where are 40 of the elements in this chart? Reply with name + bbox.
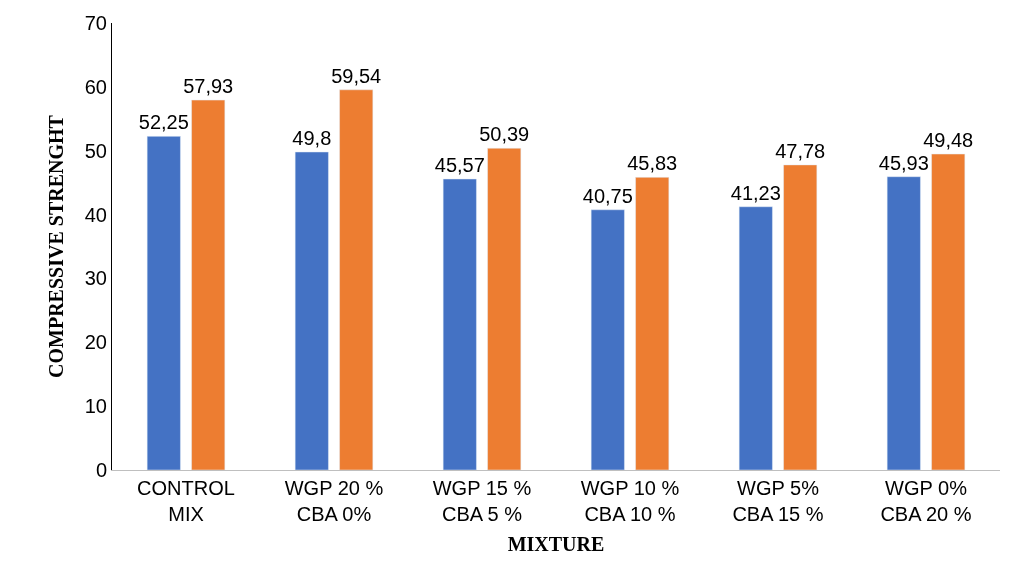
bar: [635, 177, 670, 470]
x-tick-label: CONTROL MIX: [137, 477, 235, 525]
data-label: 49,8: [292, 126, 332, 149]
y-tick-label: 70: [84, 12, 107, 34]
data-label: 57,93: [183, 75, 234, 98]
x-tick-label: WGP 15 % CBA 5 %: [432, 477, 532, 525]
data-label: 47,78: [775, 139, 826, 162]
data-label: 52,25: [138, 111, 189, 134]
bar: [886, 176, 921, 470]
y-axis-title: COMPRESSIVE STRENGHT: [45, 114, 68, 378]
bar: [191, 99, 226, 470]
data-label: 49,48: [923, 129, 974, 152]
bar: [487, 147, 522, 470]
data-label: 45,83: [627, 152, 678, 175]
data-label: 50,39: [479, 123, 530, 146]
data-label: 40,75: [582, 184, 633, 207]
bar: [294, 151, 329, 470]
y-tick-label: 50: [84, 139, 107, 162]
bar: [931, 153, 966, 470]
bar: [339, 89, 374, 470]
y-tick-label: 40: [84, 203, 107, 226]
x-tick-label: WGP 20 % CBA 0%: [284, 477, 384, 525]
data-label: 45,93: [878, 151, 929, 174]
x-tick-label: WGP 5% CBA 15 %: [732, 477, 824, 525]
x-tick-label: WGP 0% CBA 20 %: [880, 477, 972, 525]
y-tick-label: 0: [95, 459, 107, 481]
data-label: 45,57: [434, 154, 485, 176]
y-tick-label: 20: [84, 331, 107, 354]
y-tick-label: 10: [84, 395, 107, 418]
x-axis-title: MIXTURE: [507, 532, 605, 555]
bar: [783, 164, 818, 470]
bar: [146, 136, 181, 470]
x-tick-label: WGP 10 % CBA 10 %: [580, 477, 680, 525]
bar: [738, 206, 773, 470]
y-tick-label: 60: [84, 75, 107, 98]
data-label: 41,23: [730, 181, 781, 204]
data-label: 59,54: [331, 64, 382, 87]
bar: [442, 178, 477, 470]
bar: [590, 209, 625, 470]
y-tick-label: 30: [84, 267, 107, 290]
